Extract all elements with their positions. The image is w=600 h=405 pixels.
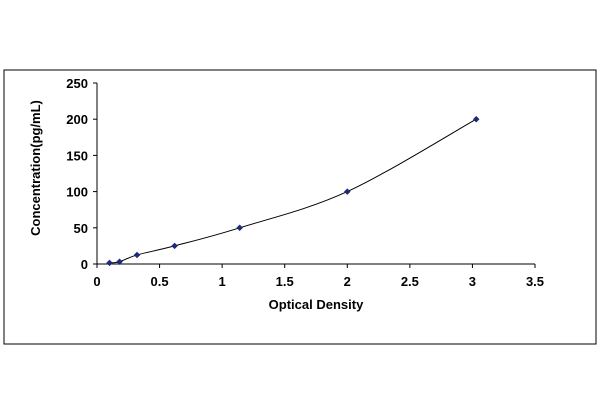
y-tick-label: 100 <box>66 185 88 200</box>
x-tick-label: 2.5 <box>401 274 419 289</box>
x-tick-label: 2 <box>344 274 351 289</box>
y-tick-label: 200 <box>66 112 88 127</box>
data-point-marker <box>171 242 178 250</box>
data-point-marker <box>116 258 123 266</box>
x-axis-label: Optical Density <box>269 297 364 312</box>
data-point-marker <box>343 188 351 195</box>
x-tick-label: 0.5 <box>151 274 169 289</box>
data-point-marker <box>236 224 244 232</box>
y-tick-label: 0 <box>81 257 88 272</box>
x-tick-label: 3.5 <box>526 274 544 289</box>
x-tick-label: 1.5 <box>276 274 294 289</box>
y-axis-label: Concentration(pg/mL) <box>28 100 43 236</box>
x-tick-label: 0 <box>93 274 100 289</box>
x-tick-label: 1 <box>219 274 226 289</box>
x-tick-label: 3 <box>469 274 476 289</box>
chart-area-border <box>3 69 597 345</box>
y-tick-label: 150 <box>66 148 88 163</box>
y-tick-label: 250 <box>66 76 88 91</box>
y-tick-label: 50 <box>74 221 88 236</box>
data-point-marker <box>133 251 141 259</box>
data-point-marker <box>106 259 113 267</box>
data-point-marker <box>472 115 480 123</box>
